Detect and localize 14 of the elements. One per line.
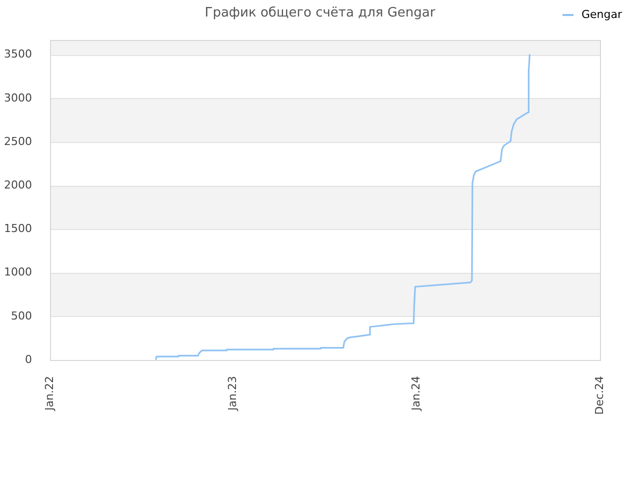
x-tick-label: Jan.23 <box>226 376 240 412</box>
y-tick-label: 2500 <box>4 134 32 148</box>
x-tick-label: Jan.22 <box>42 376 56 412</box>
x-tick-label: Dec.24 <box>592 376 606 415</box>
y-tick-label: 500 <box>11 309 32 322</box>
y-tick-label: 0 <box>25 352 32 366</box>
y-tick-label: 2000 <box>4 178 32 192</box>
legend-label: Gengar <box>581 8 622 21</box>
y-tick-label: 3000 <box>4 91 32 104</box>
y-tick-label: 1000 <box>4 266 32 279</box>
y-tick-label: 3500 <box>4 48 32 61</box>
chart-title: График общего счёта для Gengar <box>204 5 436 20</box>
y-tick-label: 1500 <box>4 222 32 236</box>
x-tick-label: Jan.24 <box>410 376 423 412</box>
